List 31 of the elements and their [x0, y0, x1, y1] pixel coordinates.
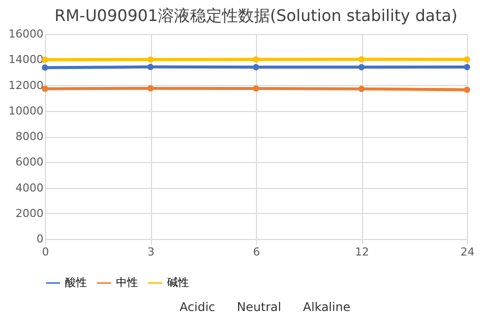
- y-tick-label: 2000: [16, 206, 44, 220]
- y-tick-label: 16000: [8, 28, 44, 40]
- point: [252, 56, 260, 63]
- x-tick-label: 12: [355, 246, 369, 258]
- y-tick-label: 14000: [8, 53, 44, 66]
- y-tick-label: 8000: [16, 130, 44, 143]
- point: [464, 64, 470, 70]
- point: [252, 64, 260, 70]
- y-tick-label: 0: [36, 232, 44, 246]
- point: [147, 56, 154, 63]
- point: [147, 64, 154, 70]
- point: [358, 86, 365, 92]
- point: [358, 64, 365, 70]
- y-tick-label: 4000: [16, 181, 44, 194]
- x-tick-label: 3: [148, 246, 154, 258]
- point: [252, 85, 260, 92]
- y-tick-label: 6000: [16, 156, 44, 169]
- point: [147, 85, 154, 92]
- legend-label: 中性: [116, 276, 138, 289]
- y-tick-label: 10000: [8, 104, 44, 118]
- point: [464, 86, 470, 93]
- legend-label: 碱性: [167, 276, 189, 289]
- legend-label: 酸性: [65, 276, 87, 289]
- point: [464, 56, 470, 63]
- text: Acidic Neutral Alkaline: [178, 300, 352, 316]
- x-tick-label: 24: [460, 246, 474, 258]
- y-tick-label: 12000: [8, 78, 44, 92]
- point: [358, 56, 365, 62]
- x-tick-label: 6: [253, 246, 260, 258]
- point: [42, 64, 48, 71]
- chart-title: RM-U090901溶液稳定性数据(Solution stability data): [54, 6, 458, 25]
